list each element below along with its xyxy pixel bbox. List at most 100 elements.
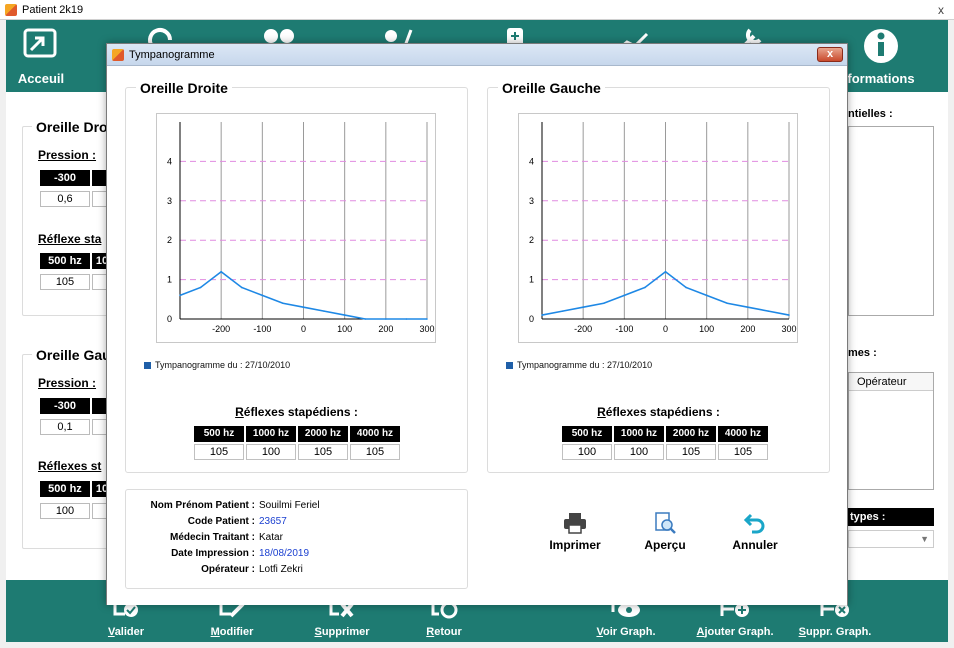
freq-value: 100	[246, 444, 296, 460]
data-point	[685, 286, 687, 289]
freq-header: 4000 hz	[718, 426, 768, 442]
pression-value[interactable]: 0,6	[40, 191, 90, 207]
app-logo-icon	[5, 4, 17, 16]
info-icon	[864, 29, 898, 63]
data-point	[644, 286, 646, 289]
data-point	[364, 318, 367, 320]
valider-button[interactable]: Valider	[86, 580, 166, 642]
freq-header: 4000 hz	[350, 426, 400, 442]
dialog-close-button[interactable]: x	[817, 47, 843, 62]
toolbar-item-acceuil[interactable]: Acceuil	[0, 20, 86, 92]
pression-header: -300	[40, 170, 90, 186]
x-tick-label: 300	[419, 324, 434, 334]
legend-swatch	[506, 362, 513, 370]
info-row-nom: Nom Prénom Patient : Souilmi Feriel	[126, 500, 469, 516]
data-point	[767, 310, 770, 312]
data-point	[602, 302, 605, 305]
y-tick-label: 3	[167, 196, 172, 206]
ajouter-graph-button[interactable]: Ajouter Graph.	[692, 580, 778, 642]
x-tick-label: -100	[253, 324, 271, 334]
left-ear-legend: Tympanogramme du : 27/10/2010	[506, 360, 652, 370]
supprimer-button[interactable]: Supprimer	[302, 580, 382, 642]
info-label: Date Impression :	[171, 548, 255, 559]
right-ear-panel: Oreille Droite 0 1 2 3 4 -200 -100 0 100 200 300 T…	[125, 80, 468, 473]
data-point	[426, 318, 428, 320]
imprimer-button[interactable]: Imprimer	[535, 512, 615, 562]
annuler-button[interactable]: Annuler	[715, 512, 795, 562]
voir-graph-button[interactable]: Voir Graph.	[586, 580, 666, 642]
right-ear-legend: Tympanogramme du : 27/10/2010	[144, 360, 290, 370]
freq-value: 105	[298, 444, 348, 460]
printer-icon	[564, 513, 586, 534]
apercu-label: Aperçu	[644, 538, 686, 552]
toolbar-item-people[interactable]	[234, 20, 324, 92]
reflexe-header: 500 hz	[40, 481, 90, 497]
data-point	[240, 286, 243, 289]
freq-header: 500 hz	[562, 426, 612, 442]
data-point	[323, 310, 325, 312]
edit-icon	[219, 602, 245, 618]
right-ear-group-title: Oreille Dro	[32, 119, 112, 135]
reflexe-label: Réflexe sta	[38, 232, 102, 246]
suppr-graph-button[interactable]: Suppr. Graph.	[792, 580, 878, 642]
ear-icon	[148, 28, 172, 48]
essentials-list[interactable]	[848, 126, 934, 316]
data-point	[747, 306, 749, 308]
modifier-button[interactable]: Modifier	[192, 580, 272, 642]
app-logo-icon	[112, 49, 124, 61]
freq-value: 105	[666, 444, 716, 460]
data-point	[179, 294, 181, 297]
dialog-body: Oreille Droite 0 1 2 3 4 -200 -100 0 100 200 300 T…	[107, 67, 847, 605]
x-tick-label: 200	[740, 324, 755, 334]
imprimer-label: Imprimer	[549, 538, 601, 552]
check-icon	[113, 603, 138, 617]
toolbar-item-informations[interactable]: formations	[826, 20, 936, 92]
suppr-graph-label: Suppr. Graph.	[798, 626, 872, 638]
info-label: Code Patient :	[187, 516, 255, 527]
programs-list[interactable]: Opérateur	[848, 372, 934, 490]
types-select[interactable]: ▼	[848, 530, 934, 548]
data-point	[788, 314, 790, 316]
data-point	[261, 294, 264, 297]
ajouter-graph-label: Ajouter Graph.	[696, 626, 774, 638]
data-point	[220, 270, 222, 273]
preview-icon	[655, 512, 676, 534]
main-titlebar: Patient 2k19 x	[0, 0, 954, 20]
freq-header: 2000 hz	[298, 426, 348, 442]
info-row-code: Code Patient : 23657	[126, 516, 469, 532]
y-tick-label: 2	[167, 235, 172, 245]
right-ear-chart-svg: 0 1 2 3 4 -200 -100 0 100 200 300	[167, 122, 435, 334]
x-tick-label: -200	[212, 324, 230, 334]
x-tick-label: 300	[781, 324, 796, 334]
y-tick-label: 1	[167, 275, 172, 285]
data-point	[385, 318, 387, 320]
apercu-button[interactable]: Aperçu	[625, 512, 705, 562]
toolbar-label: formations	[847, 71, 915, 86]
x-tick-label: 0	[301, 324, 306, 334]
data-point	[664, 270, 667, 273]
pression-value[interactable]: 0,1	[40, 419, 90, 435]
reflexe-value[interactable]: 100	[40, 503, 90, 519]
x-tick-label: 200	[378, 324, 393, 334]
data-point	[705, 294, 708, 297]
toolbar-item-ear[interactable]	[116, 20, 206, 92]
toolbar-label: Acceuil	[17, 71, 65, 86]
list-header-operateur[interactable]: Opérateur	[849, 373, 933, 391]
data-point	[541, 314, 543, 316]
freq-value: 105	[194, 444, 244, 460]
right-ear-reflexes-title: Réflexes stapédiens :	[235, 405, 358, 419]
freq-value: 105	[718, 444, 768, 460]
dialog-title: Tympanogramme	[129, 49, 215, 61]
info-value: 23657	[259, 516, 287, 527]
freq-value: 105	[350, 444, 400, 460]
freq-header: 1000 hz	[614, 426, 664, 442]
main-close-button[interactable]: x	[938, 3, 944, 17]
info-value: Souilmi Feriel	[259, 500, 320, 511]
freq-value: 100	[614, 444, 664, 460]
people-icon	[264, 29, 294, 43]
info-label: Opérateur :	[201, 564, 255, 575]
data-point	[582, 306, 584, 308]
section-label-programmes: mes :	[848, 347, 877, 359]
reflexe-value[interactable]: 105	[40, 274, 90, 290]
toolbar-item-medicine[interactable]	[470, 20, 560, 92]
